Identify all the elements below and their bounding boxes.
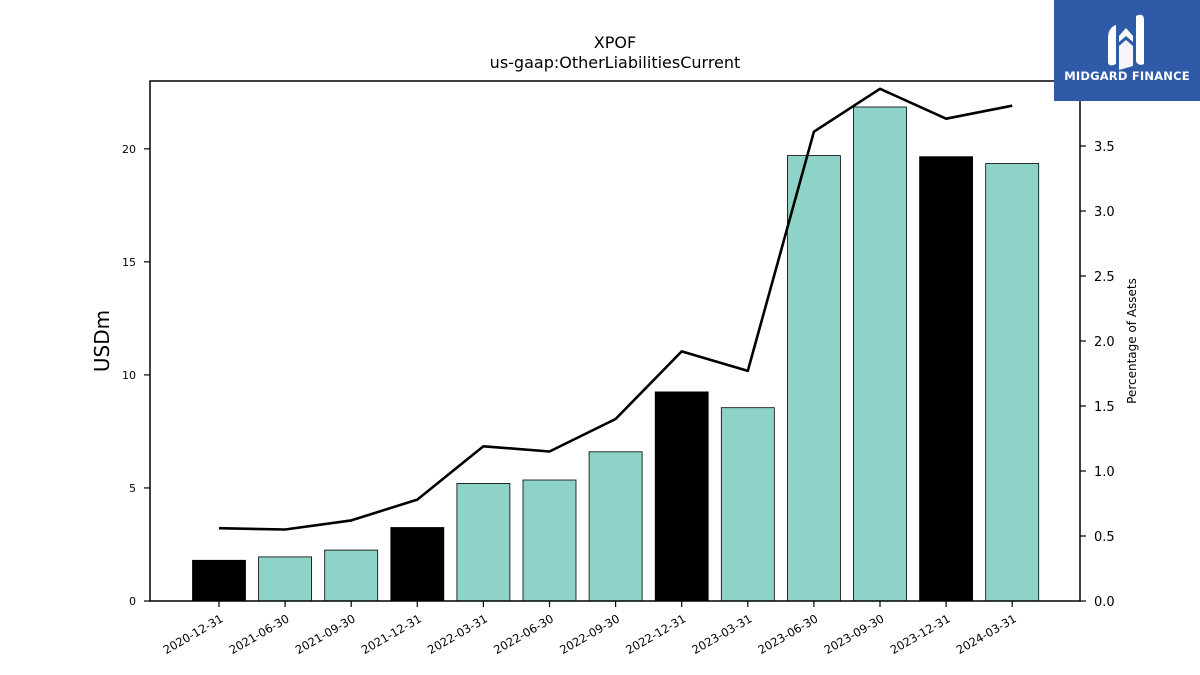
y-tick-label-right: 0.5 (1094, 530, 1115, 545)
y-tick-label-left: 20 (122, 143, 136, 156)
bar (787, 155, 841, 602)
x-tick-label: 2022-06-30 (491, 611, 556, 657)
bar (654, 391, 709, 602)
bar (324, 549, 379, 602)
brand-logo-text: MIDGARD FINANCE (1064, 69, 1190, 83)
bar (985, 163, 1040, 602)
x-axis: 2020-12-31 2021-06-30 2021-09-30 2021-12-31… (161, 601, 1019, 657)
bar (258, 556, 313, 602)
y-tick-label-right: 0.0 (1094, 595, 1115, 610)
bar (853, 106, 907, 602)
x-tick-label: 2022-12-31 (623, 611, 688, 657)
x-tick-label: 2020-12-31 (161, 611, 226, 657)
x-tick-label: 2023-03-31 (689, 611, 754, 657)
x-tick-label: 2021-09-30 (293, 611, 358, 657)
x-tick-label: 2024-03-31 (954, 611, 1019, 657)
y-axis-left: 0 5 10 15 20 (122, 143, 150, 608)
y-tick-label-left: 10 (122, 369, 136, 382)
y-tick-label-right: 3.0 (1094, 205, 1115, 220)
percentage-line (218, 87, 1013, 531)
midgard-finance-logo-icon (1108, 14, 1144, 70)
y-axis-right: 0.00.51.01.52.02.53.03.54.0 (1080, 75, 1115, 610)
x-tick-label: 2022-03-31 (425, 611, 490, 657)
y-tick-label-left: 0 (129, 595, 136, 608)
y-tick-label-right: 2.0 (1094, 335, 1115, 350)
brand-logo: MIDGARD FINANCE (1054, 0, 1200, 101)
x-tick-label: 2022-09-30 (557, 611, 622, 657)
y-tick-label-left: 15 (122, 256, 136, 269)
chart-subtitle: us-gaap:OtherLiabilitiesCurrent (490, 53, 741, 72)
y-tick-label-right: 1.5 (1094, 400, 1115, 415)
chart-title: XPOF (594, 33, 636, 52)
x-tick-label: 2023-09-30 (822, 611, 887, 657)
line-series (218, 87, 1013, 531)
x-tick-label: 2021-12-31 (359, 611, 424, 657)
bar (456, 482, 511, 602)
bar (522, 479, 577, 602)
x-tick-label: 2023-12-31 (888, 611, 953, 657)
y-tick-label-right: 1.0 (1094, 465, 1115, 480)
y-axis-label-right: Percentage of Assets (1125, 278, 1139, 404)
bar (588, 451, 643, 602)
x-tick-label: 2021-06-30 (227, 611, 292, 657)
bar-series (192, 106, 1040, 602)
x-tick-label: 2023-06-30 (756, 611, 821, 657)
bar (192, 559, 246, 602)
y-axis-label-left: USDm (90, 310, 114, 372)
y-tick-label-right: 3.5 (1094, 140, 1115, 155)
bar (919, 156, 973, 602)
bar (720, 407, 775, 602)
y-tick-label-right: 2.5 (1094, 270, 1115, 285)
bar (390, 527, 445, 602)
y-tick-label-left: 5 (129, 482, 136, 495)
